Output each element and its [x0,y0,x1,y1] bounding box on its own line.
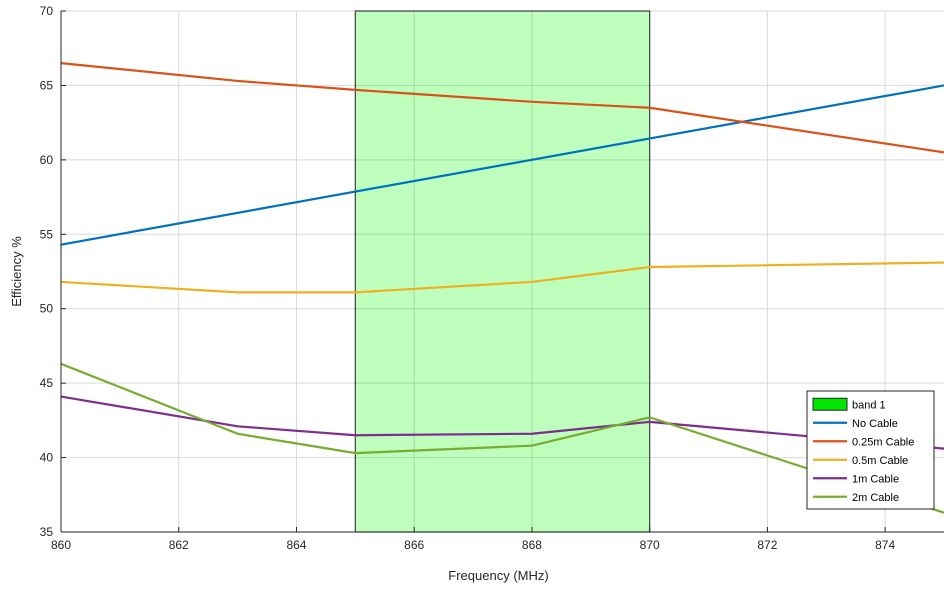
y-tick-label: 65 [40,78,54,92]
x-tick-label: 866 [404,538,424,552]
legend-swatch-band [812,397,848,411]
series-line-0-25m-cable [60,62,944,154]
x-tick-label: 862 [169,538,189,552]
y-tick-label: 70 [40,4,54,18]
axes [60,11,944,533]
series-line-no-cable [60,84,944,246]
x-tick-label: 868 [522,538,542,552]
y-tick-label: 60 [40,153,54,167]
x-tick-label: 872 [757,538,777,552]
legend-label-2m-cable: 2m Cable [852,492,899,504]
series-lines [60,62,944,514]
x-axis-title: Frequency (MHz) [448,568,548,583]
series-line-2m-cable [60,362,944,514]
x-axis-ticks: 860 862 864 866 868 870 872 874 [51,527,895,552]
legend-label-0-5m-cable: 0.5m Cable [852,455,908,467]
legend-label-0-25m-cable: 0.25m Cable [852,436,914,448]
legend-label-1m-cable: 1m Cable [852,473,899,485]
legend-label-band: band 1 [852,399,886,411]
x-tick-label: 870 [640,538,660,552]
y-tick-label: 50 [40,302,54,316]
legend: band 1 No Cable 0.25m Cable 0.5m Cable 1m Ca… [806,390,935,510]
band-rect [354,10,651,533]
y-tick-label: 55 [40,227,54,241]
y-tick-label: 40 [40,451,54,465]
x-tick-label: 864 [286,538,306,552]
y-tick-label: 45 [40,376,54,390]
band-region [354,10,651,533]
series-line-0-5m-cable [60,261,944,294]
y-tick-label: 35 [40,525,54,539]
legend-label-no-cable: No Cable [852,418,898,430]
x-tick-label: 860 [51,538,71,552]
y-axis-ticks: 35 40 45 50 55 60 65 70 [40,4,66,539]
y-axis-title: Efficiency % [9,236,24,307]
x-tick-label: 874 [875,538,895,552]
